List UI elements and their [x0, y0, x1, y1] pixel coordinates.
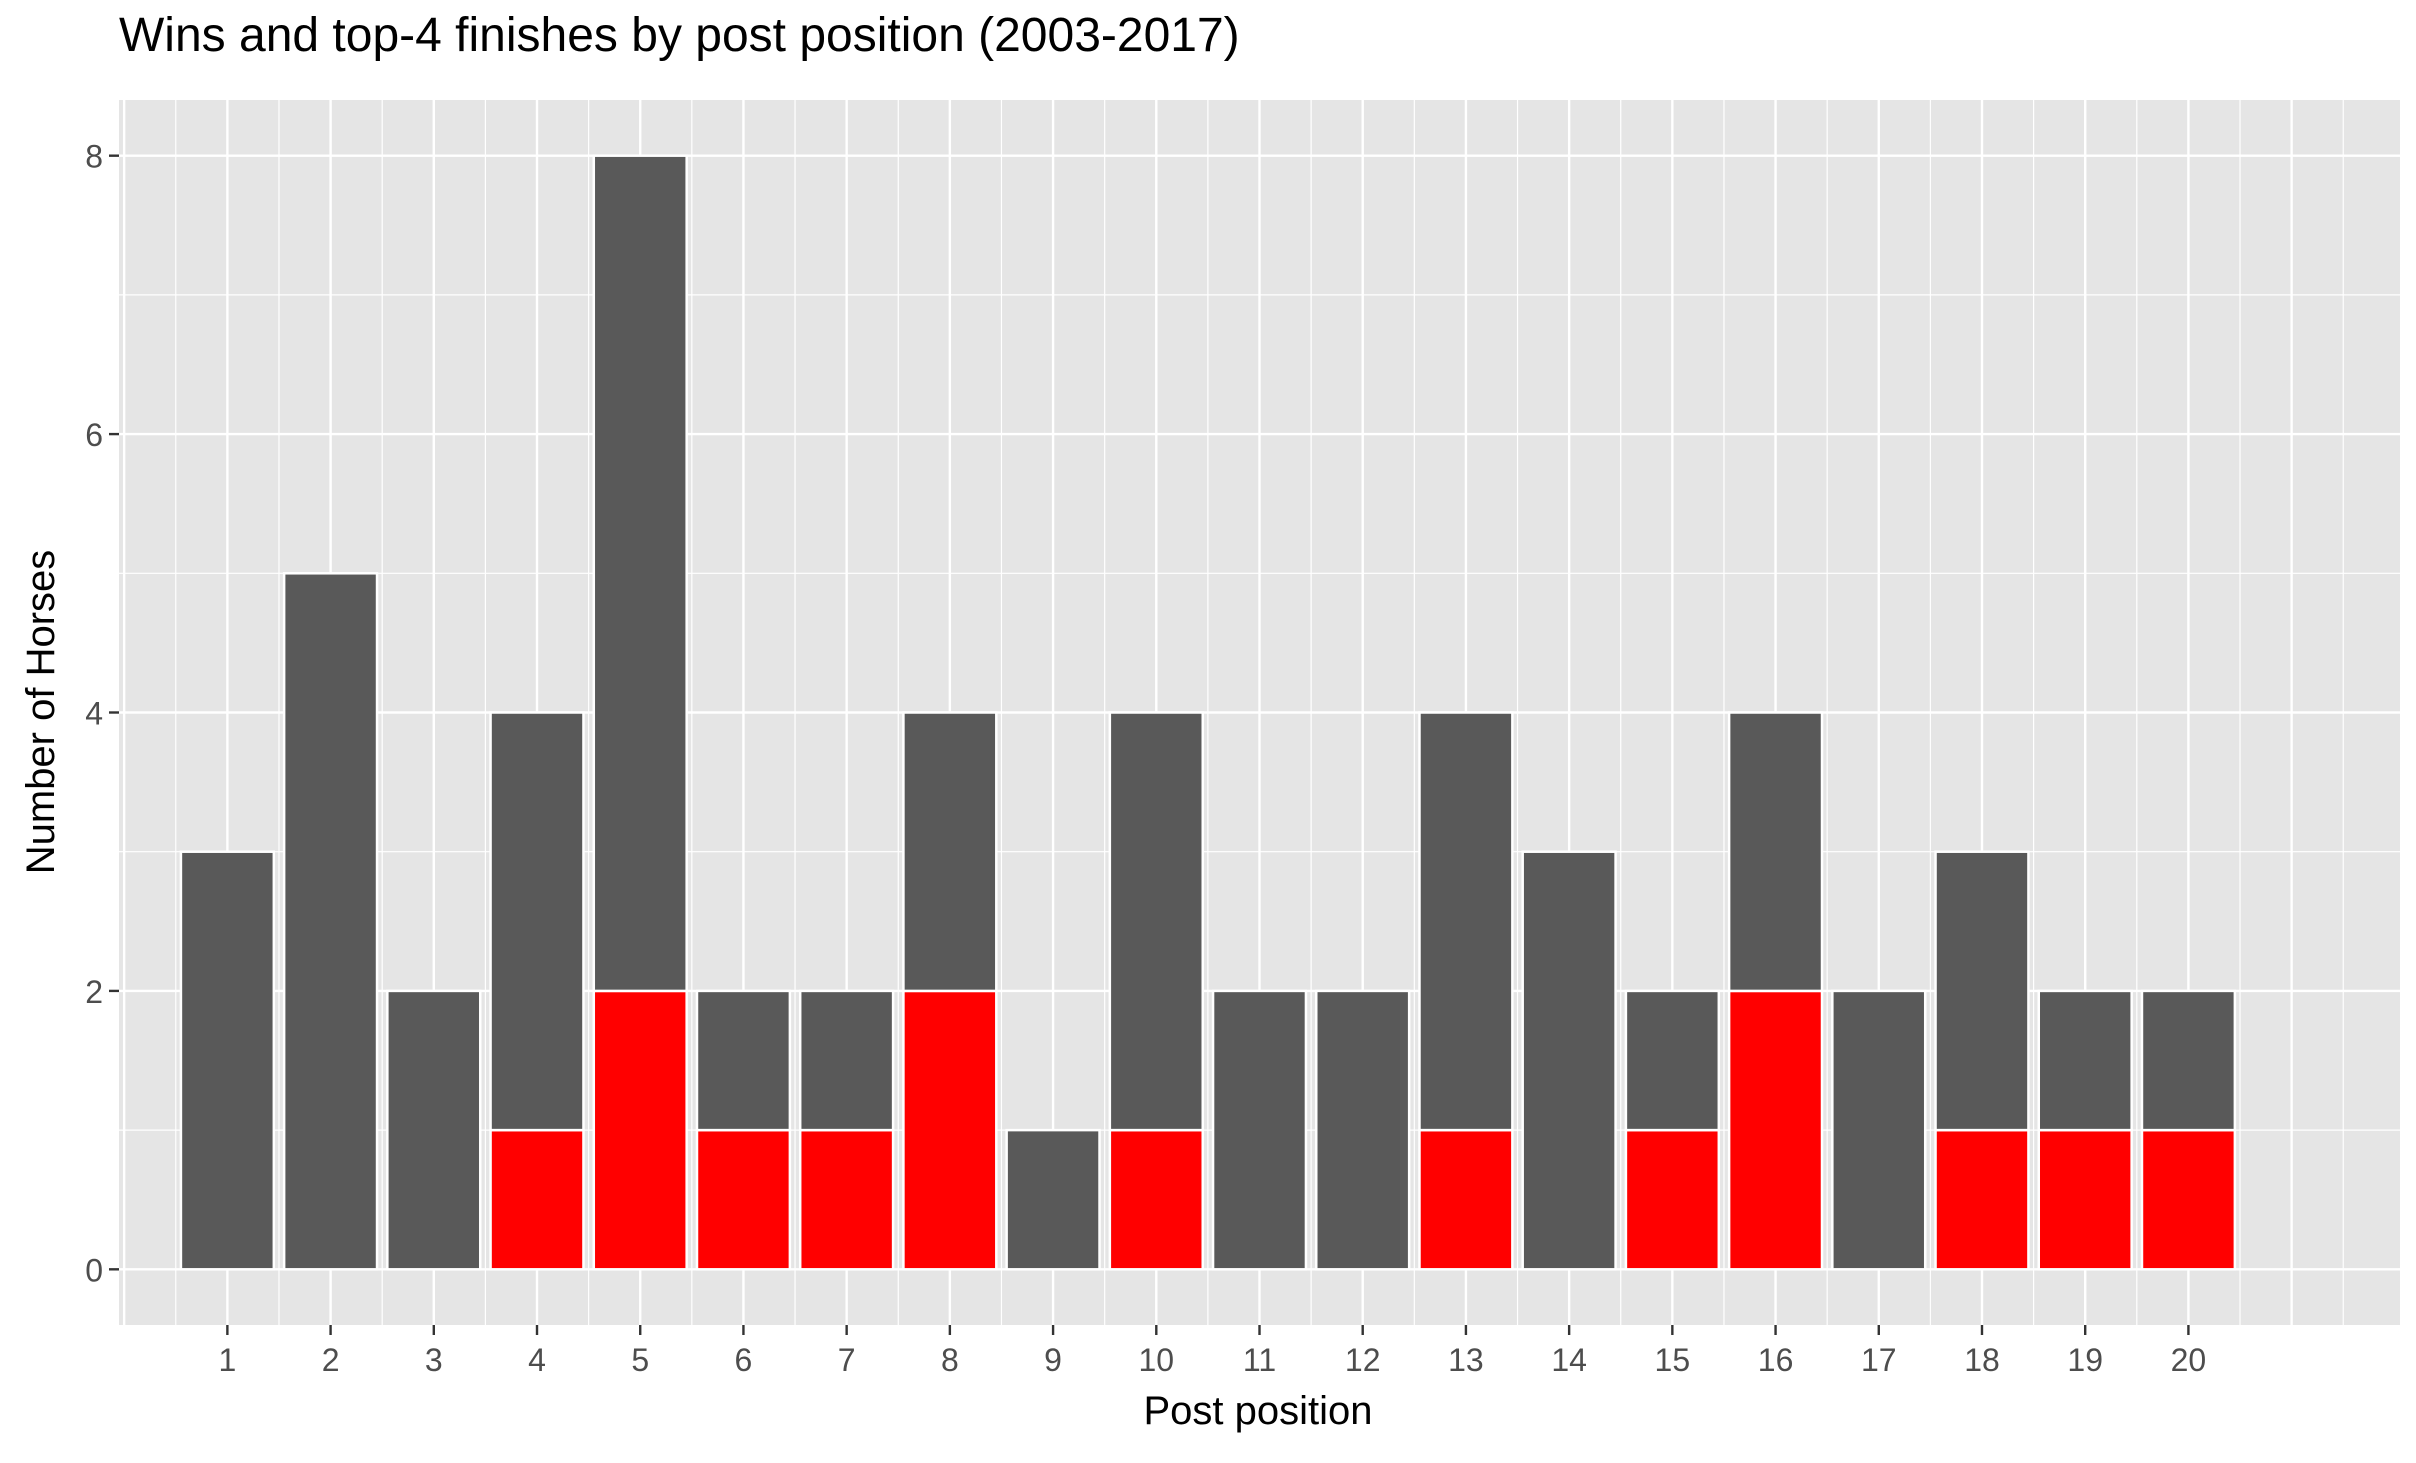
x-axis-title: Post position [1143, 1389, 1372, 1433]
bar-other_top4-14 [1521, 850, 1617, 1271]
bar-other_top4-6 [695, 989, 792, 1132]
y-tick-label: 0 [85, 1252, 103, 1288]
bar-wins-18 [1934, 1128, 2030, 1271]
bar-other_top4-2 [282, 572, 379, 1271]
bar-other_top4-13 [1418, 711, 1514, 1132]
x-tick-label: 13 [1448, 1342, 1484, 1378]
x-tick-label: 19 [2067, 1342, 2103, 1378]
bar-wins-7 [798, 1128, 895, 1271]
bar-wins-10 [1108, 1128, 1204, 1271]
bar-other_top4-18 [1934, 850, 2030, 1132]
x-tick-label: 8 [941, 1342, 959, 1378]
bar-other_top4-3 [386, 989, 482, 1271]
x-tick-label: 1 [218, 1342, 236, 1378]
x-tick-label: 10 [1138, 1342, 1174, 1378]
bar-other_top4-9 [1005, 1128, 1101, 1271]
bar-other_top4-16 [1727, 711, 1824, 993]
y-tick-label: 6 [85, 417, 103, 453]
x-tick-label: 18 [1964, 1342, 2000, 1378]
x-tick-label: 17 [1861, 1342, 1897, 1378]
bar-wins-4 [489, 1128, 585, 1271]
bar-wins-6 [695, 1128, 792, 1271]
bar-wins-5 [592, 989, 688, 1271]
x-tick-label: 20 [2171, 1342, 2207, 1378]
bar-other_top4-7 [798, 989, 895, 1132]
x-tick-label: 16 [1758, 1342, 1794, 1378]
bar-wins-16 [1727, 989, 1824, 1271]
x-tick-label: 11 [1243, 1342, 1276, 1378]
x-tick-label: 14 [1551, 1342, 1587, 1378]
bar-wins-8 [902, 989, 998, 1271]
bar-other_top4-11 [1211, 989, 1308, 1271]
bar-other_top4-17 [1831, 989, 1927, 1271]
x-tick-label: 4 [528, 1342, 546, 1378]
x-tick-label: 2 [322, 1342, 340, 1378]
y-tick-label: 8 [85, 139, 103, 175]
bar-wins-20 [2140, 1128, 2237, 1271]
bar-wins-19 [2037, 1128, 2133, 1271]
bar-wins-13 [1418, 1128, 1514, 1271]
x-tick-label: 5 [631, 1342, 649, 1378]
x-tick-label: 15 [1655, 1342, 1691, 1378]
y-tick-label: 2 [85, 974, 103, 1010]
bars [179, 154, 2237, 1271]
x-tick-label: 6 [735, 1342, 753, 1378]
bar-other_top4-15 [1624, 989, 1721, 1132]
bar-other_top4-20 [2140, 989, 2237, 1132]
x-tick-label: 3 [425, 1342, 443, 1378]
bar-other_top4-12 [1315, 989, 1411, 1271]
chart-title: Wins and top-4 finishes by post position… [119, 9, 1240, 62]
bar-other_top4-4 [489, 711, 585, 1132]
bar-wins-15 [1624, 1128, 1721, 1271]
x-tick-label: 9 [1044, 1342, 1062, 1378]
bar-other_top4-10 [1108, 711, 1204, 1132]
bar-other_top4-5 [592, 154, 688, 993]
x-tick-label: 12 [1345, 1342, 1381, 1378]
x-tick-label: 7 [838, 1342, 856, 1378]
y-axis-title: Number of Horses [19, 550, 63, 875]
bar-other_top4-19 [2037, 989, 2133, 1132]
bar-other_top4-8 [902, 711, 998, 993]
bar-other_top4-1 [179, 850, 276, 1271]
y-tick-label: 4 [85, 696, 103, 732]
